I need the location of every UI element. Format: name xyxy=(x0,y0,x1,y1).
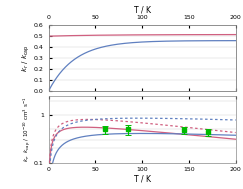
X-axis label: T / K: T / K xyxy=(134,6,151,15)
Y-axis label: $k_r\ /\ k_{\rm cap}$: $k_r\ /\ k_{\rm cap}$ xyxy=(21,44,33,72)
X-axis label: T / K: T / K xyxy=(134,174,151,184)
Y-axis label: $k_r,\ k_{\rm cap}\ /\ 10^{-10}\ {\rm cm}^3\ {\rm s}^{-1}$: $k_r,\ k_{\rm cap}\ /\ 10^{-10}\ {\rm cm… xyxy=(21,97,33,162)
